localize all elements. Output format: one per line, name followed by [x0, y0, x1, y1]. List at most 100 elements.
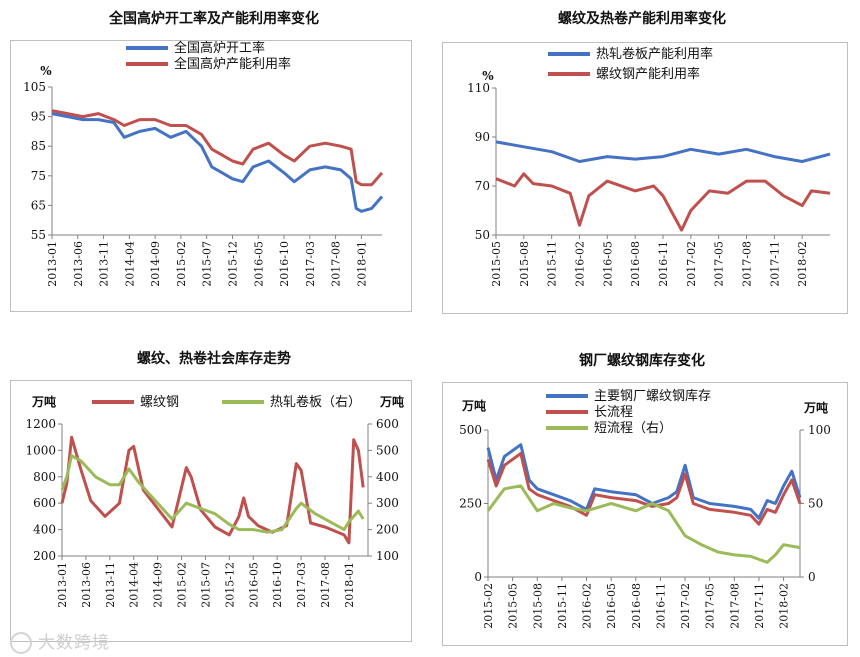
y-tick-label: 65	[31, 198, 46, 212]
y-tick-label: 1000	[25, 443, 56, 457]
x-tick-label: 2018-02	[796, 241, 809, 287]
chart-panel-4: 钢厂螺纹钢库存变化 0 250 500 0 50 100 万吨 万吨 2015-02 2015-0…	[432, 340, 852, 650]
y-tick-label-right: 300	[376, 496, 399, 510]
chart-panel-1: 全国高炉开工率及产能利用率变化 55 65 75 85 95 105% 2013-01 201…	[8, 0, 420, 320]
x-tick-label: 2016-05	[601, 241, 614, 287]
x-tick-label: 2016-08	[629, 241, 642, 287]
x-tick-label: 2016-02	[574, 241, 587, 287]
x-tick-label: 2017-11	[768, 241, 781, 287]
y-tick-label: 105	[23, 80, 46, 94]
y-tick-label: 600	[33, 496, 56, 510]
chart-title: 钢厂螺纹钢库存变化	[579, 353, 705, 369]
legend-label: 短流程（右）	[594, 421, 672, 436]
x-tick-label: 2018-02	[778, 583, 791, 629]
x-tick-label: 2015-12	[223, 562, 236, 608]
x-tick-label: 2015-07	[199, 562, 212, 608]
y-tick-label-right: 100	[808, 423, 831, 437]
x-tick-label: 2016-10	[271, 562, 284, 608]
x-tick-label: 2015-08	[531, 583, 544, 629]
chart-svg: 200 400 600 800 1000 1200 100 200 300 400 500 600 万吨…	[25, 394, 404, 608]
legend-label: 热轧卷板（右）	[270, 394, 361, 410]
x-tick-label: 2017-08	[330, 241, 343, 287]
x-tick-label: 2015-02	[175, 241, 188, 287]
x-tick-label: 2013-06	[72, 241, 85, 287]
y-axis-title-right: 万吨	[379, 394, 404, 409]
x-tick-label: 2014-04	[128, 562, 141, 608]
y-tick-label: 800	[33, 470, 56, 484]
y-tick-label-right: 200	[376, 523, 399, 537]
chart-title: 螺纹及热卷产能利用率变化	[558, 11, 726, 27]
x-tick-label: 2017-05	[704, 583, 717, 629]
legend-label: 螺纹钢	[140, 395, 179, 410]
y-tick-label: 85	[31, 139, 46, 153]
x-tick-label: 2016-05	[252, 241, 265, 287]
y-tick-label: 90	[475, 130, 490, 144]
y-tick-label: 110	[467, 81, 490, 95]
x-tick-label: 2016-11	[654, 583, 667, 629]
series-line	[486, 484, 801, 564]
x-tick-label: 2017-08	[741, 241, 754, 287]
chart-svg: 55 65 75 85 95 105% 2013-01 2013-06 2013-11 2014-…	[23, 40, 384, 287]
y-tick-label: 500	[459, 423, 482, 437]
chart-panel-3: 螺纹、热卷社会库存走势 200 400 600 800 1000 1200 100 200 30…	[8, 340, 420, 642]
x-tick-label: 2013-11	[98, 241, 111, 287]
y-tick-label: 50	[475, 228, 490, 242]
series-line	[486, 452, 802, 526]
chart-title: 螺纹、热卷社会库存走势	[137, 351, 291, 367]
series-line	[60, 435, 365, 545]
x-tick-label: 2016-02	[581, 583, 594, 629]
x-tick-label: 2017-02	[679, 583, 692, 629]
x-tick-label: 2013-01	[46, 241, 59, 287]
x-tick-label: 2016-10	[278, 241, 291, 287]
x-tick-label: 2018-01	[355, 241, 368, 287]
x-tick-label: 2015-07	[201, 241, 214, 287]
x-tick-label: 2018-01	[343, 562, 356, 608]
x-tick-label: 2017-03	[304, 241, 317, 287]
x-tick-label: 2015-02	[176, 562, 189, 608]
series-line	[60, 454, 365, 534]
y-axis-title: 万吨	[31, 394, 56, 409]
series-line	[51, 109, 384, 187]
series-line	[495, 140, 831, 163]
y-axis-title: 万吨	[461, 398, 486, 413]
y-tick-label-right: 50	[808, 497, 823, 511]
y-tick-label-right: 500	[376, 443, 399, 457]
legend-label: 主要钢厂螺纹钢库存	[594, 388, 711, 404]
x-tick-label: 2017-08	[319, 562, 332, 608]
legend-label: 长流程	[594, 405, 633, 420]
legend-label: 热轧卷板产能利用率	[596, 46, 713, 62]
x-tick-label: 2016-05	[605, 583, 618, 629]
y-tick-label: 0	[474, 570, 482, 584]
chart-title: 全国高炉开工率及产能利用率变化	[109, 11, 319, 27]
x-tick-label: 2017-03	[295, 562, 308, 608]
series-line	[51, 112, 384, 213]
x-tick-label: 2017-02	[685, 241, 698, 287]
chart-frame	[442, 42, 848, 314]
x-tick-label: 2014-09	[149, 241, 162, 287]
x-tick-label: 2014-04	[123, 241, 136, 287]
x-tick-label: 2015-02	[482, 583, 495, 629]
y-tick-label: 55	[31, 228, 46, 242]
x-tick-label: 2017-08	[728, 583, 741, 629]
y-axis-title: %	[482, 69, 494, 83]
legend-label: 全国高炉开工率	[174, 40, 265, 56]
chart-panel-2: 螺纹及热卷产能利用率变化 50 70 90 110% 2015-05 2015-08 201…	[432, 0, 852, 320]
x-tick-label: 2013-01	[56, 562, 69, 608]
series-line	[486, 443, 802, 520]
watermark-text: 大数跨境	[38, 633, 110, 653]
y-tick-label-right: 400	[376, 470, 399, 484]
x-tick-label: 2017-05	[713, 241, 726, 287]
y-tick-label: 250	[459, 497, 482, 511]
x-tick-label: 2016-08	[630, 583, 643, 629]
chart-frame	[10, 40, 412, 312]
y-tick-label-right: 600	[376, 417, 399, 431]
x-tick-label: 2017-11	[753, 583, 766, 629]
x-tick-label: 2013-06	[80, 562, 93, 608]
y-tick-label: 400	[33, 523, 56, 537]
chart-frame	[442, 382, 848, 646]
x-tick-label: 2015-11	[546, 241, 559, 287]
chart-svg: 0 250 500 0 50 100 万吨 万吨 2015-02 2015-05 2015-08 20…	[459, 388, 831, 629]
y-tick-label-right: 0	[808, 570, 816, 584]
y-tick-label: 95	[31, 110, 46, 124]
y-tick-label: 200	[33, 549, 56, 563]
